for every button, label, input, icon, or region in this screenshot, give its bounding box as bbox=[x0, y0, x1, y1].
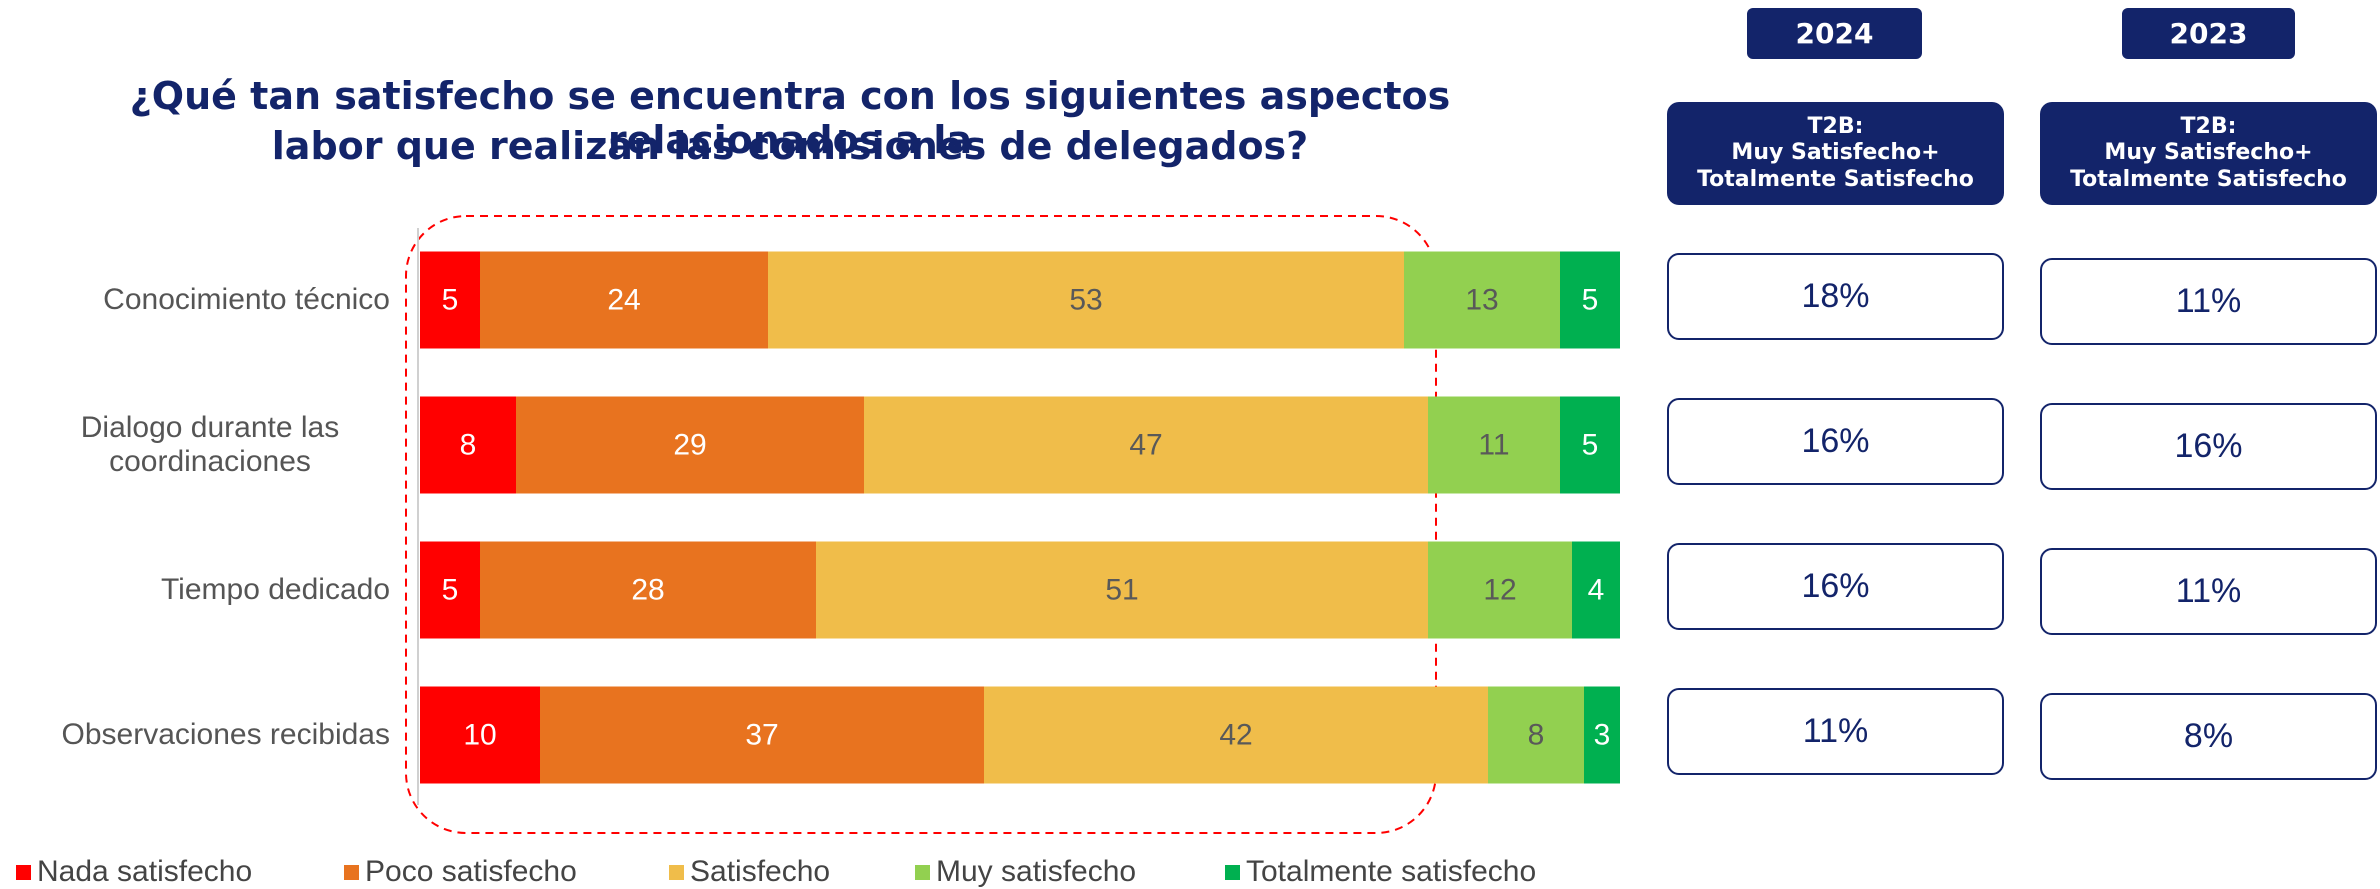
bar-segment bbox=[1488, 686, 1584, 784]
data-label: 8 bbox=[460, 429, 477, 462]
data-label: 8 bbox=[1528, 719, 1545, 752]
data-label: 13 bbox=[1465, 284, 1498, 317]
data-label: 29 bbox=[673, 429, 706, 462]
value-box: 11% bbox=[2040, 548, 2377, 635]
panel-header: T2B: Muy Satisfecho+ Totalmente Satisfecho bbox=[1667, 102, 2004, 205]
legend-swatch bbox=[344, 864, 359, 880]
value-box: 16% bbox=[2040, 403, 2377, 490]
bar-segment bbox=[540, 686, 984, 784]
value-label: 8% bbox=[2183, 717, 2234, 755]
legend-item: Totalmente satisfecho bbox=[1225, 855, 1536, 889]
bar-segment bbox=[768, 251, 1404, 349]
legend-swatch bbox=[915, 864, 930, 880]
category-label: Conocimiento técnico bbox=[103, 252, 390, 349]
year-label: 2024 bbox=[1747, 8, 1922, 59]
data-label: 5 bbox=[1582, 284, 1599, 317]
legend-label: Muy satisfecho bbox=[936, 855, 1137, 888]
data-label: 42 bbox=[1219, 719, 1252, 752]
data-label: 12 bbox=[1483, 574, 1516, 607]
value-label: 11% bbox=[1802, 712, 1869, 750]
legend-item: Poco satisfecho bbox=[344, 855, 577, 889]
legend-label: Satisfecho bbox=[690, 855, 831, 888]
header-line: Totalmente Satisfecho bbox=[2070, 166, 2347, 192]
data-label: 37 bbox=[745, 719, 778, 752]
value-box: 11% bbox=[2040, 258, 2377, 345]
header-line: Totalmente Satisfecho bbox=[1697, 166, 1974, 192]
bar-segment bbox=[480, 251, 768, 349]
bar-segment bbox=[516, 396, 864, 494]
bar-segment bbox=[420, 541, 480, 639]
value-box: 11% bbox=[1667, 688, 2004, 775]
bar-segment bbox=[1404, 251, 1560, 349]
bar-segment bbox=[1584, 686, 1620, 784]
bar-segment bbox=[1428, 396, 1560, 494]
bar-segment bbox=[420, 396, 516, 494]
data-label: 24 bbox=[607, 284, 640, 317]
value-label: 16% bbox=[1801, 567, 1870, 605]
legend-item: Satisfecho bbox=[669, 855, 830, 889]
bar-segment bbox=[864, 396, 1428, 494]
data-label: 5 bbox=[442, 574, 459, 607]
value-box: 16% bbox=[1667, 398, 2004, 485]
legend-label: Poco satisfecho bbox=[365, 855, 577, 888]
data-label: 51 bbox=[1105, 574, 1138, 607]
legend-item: Muy satisfecho bbox=[915, 855, 1136, 889]
category-label: Dialogo durante las coordinaciones bbox=[30, 397, 390, 494]
header-line: T2B: bbox=[1807, 113, 1864, 139]
data-label: 3 bbox=[1594, 719, 1611, 752]
chart-title: ¿Qué tan satisfecho se encuentra con los… bbox=[129, 74, 1451, 162]
legend-swatch bbox=[669, 864, 684, 880]
data-label: 4 bbox=[1588, 574, 1605, 607]
category-text: Tiempo dedicado bbox=[160, 572, 390, 606]
value-label: 16% bbox=[1801, 422, 1870, 460]
legend-item: Nada satisfecho bbox=[16, 855, 252, 889]
data-label: 5 bbox=[1582, 429, 1599, 462]
header-line: T2B: bbox=[2180, 113, 2237, 139]
value-label: 18% bbox=[1801, 277, 1870, 315]
value-label: 11% bbox=[2175, 282, 2242, 320]
bar-segment bbox=[984, 686, 1488, 784]
data-label: 10 bbox=[463, 719, 496, 752]
value-box: 16% bbox=[1667, 543, 2004, 630]
bar-segment bbox=[480, 541, 816, 639]
data-label: 28 bbox=[631, 574, 664, 607]
bar-segment bbox=[1572, 541, 1620, 639]
header-line: Muy Satisfecho+ bbox=[1731, 140, 1940, 166]
bar-segment bbox=[420, 251, 480, 349]
highlight-frame bbox=[405, 215, 1437, 834]
value-label: 16% bbox=[2174, 427, 2243, 465]
value-box: 8% bbox=[2040, 693, 2377, 780]
year-label: 2023 bbox=[2122, 8, 2295, 59]
value-label: 11% bbox=[2175, 572, 2242, 610]
category-label: Observaciones recibidas bbox=[62, 687, 391, 784]
data-label: 5 bbox=[442, 284, 459, 317]
panel-header: T2B: Muy Satisfecho+ Totalmente Satisfecho bbox=[2040, 102, 2377, 205]
bar-segment bbox=[420, 686, 540, 784]
data-label: 53 bbox=[1069, 284, 1102, 317]
category-text: Observaciones recibidas bbox=[61, 717, 391, 751]
category-text: Dialogo durante las coordinaciones bbox=[80, 410, 340, 479]
bar-segment bbox=[816, 541, 1428, 639]
legend-swatch bbox=[16, 864, 31, 880]
category-text: Conocimiento técnico bbox=[103, 282, 390, 316]
header-line: Muy Satisfecho+ bbox=[2104, 140, 2313, 166]
category-label: Tiempo dedicado bbox=[161, 542, 390, 639]
chart-title: labor que realizan las comisiones de del… bbox=[271, 124, 1309, 168]
value-box: 18% bbox=[1667, 253, 2004, 340]
chart: 5 24 53 13 5 8 29 47 11 5 5 28 51 12 4 10 37 42 8 3 bbox=[405, 215, 1620, 834]
legend-label: Nada satisfecho bbox=[37, 855, 253, 888]
legend-label: Totalmente satisfecho bbox=[1246, 855, 1537, 888]
bar-segment bbox=[1560, 251, 1620, 349]
legend-swatch bbox=[1225, 864, 1240, 880]
bar-segment bbox=[1560, 396, 1620, 494]
data-label: 47 bbox=[1129, 429, 1162, 462]
bar-segment bbox=[1428, 541, 1572, 639]
data-label: 11 bbox=[1478, 429, 1509, 462]
